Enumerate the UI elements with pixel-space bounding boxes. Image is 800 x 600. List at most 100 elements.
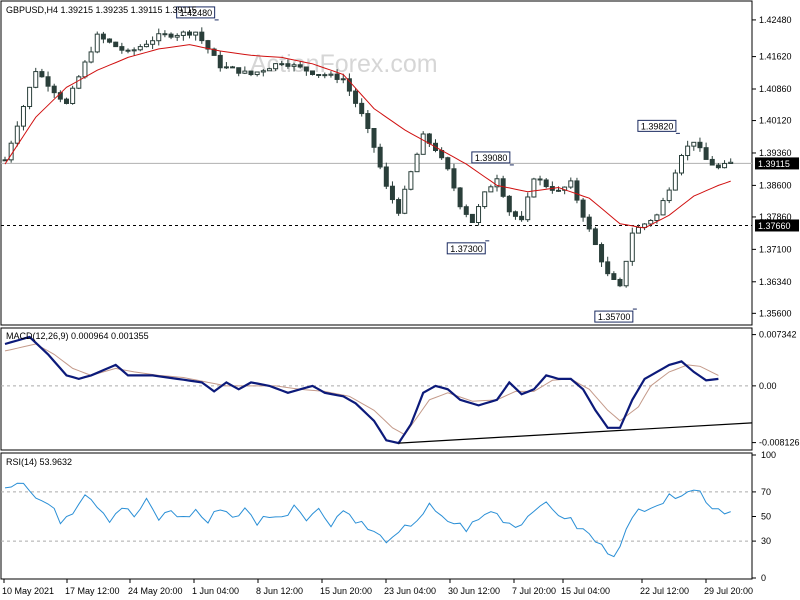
price-tag xyxy=(755,157,799,170)
candle-body xyxy=(254,71,260,76)
candle-body xyxy=(580,199,586,218)
candle-body xyxy=(556,189,561,192)
price-tag-label: 1.37660 xyxy=(758,221,791,231)
price-tick-label: 1.40860 xyxy=(759,84,792,94)
price-tick-label: 1.37100 xyxy=(759,244,792,254)
candle-body xyxy=(119,46,125,51)
candle-body xyxy=(383,166,389,187)
candle-body xyxy=(310,70,315,76)
candle-body xyxy=(156,33,162,42)
candle-body xyxy=(469,213,475,224)
candle-body xyxy=(180,31,186,36)
candle-body xyxy=(168,33,174,38)
price-tick-label: 1.35600 xyxy=(759,308,792,318)
moving-average-line xyxy=(4,44,731,229)
candle-body xyxy=(476,206,482,224)
candle-body xyxy=(236,67,242,74)
price-tick-label: 1.41620 xyxy=(759,52,792,62)
candle-body xyxy=(506,195,512,213)
candle-body xyxy=(242,70,248,74)
price-panel-title: GBPUSD,H4 1.39215 1.39235 1.39115 1.3911… xyxy=(6,5,197,15)
candle-body xyxy=(697,141,703,149)
macd-axis: 0.007342 0.00 -0.008126 xyxy=(752,330,800,448)
candle-body xyxy=(709,158,715,166)
candle-body xyxy=(402,188,408,214)
candle-body xyxy=(211,48,217,56)
candle-body xyxy=(131,49,137,52)
candle-body xyxy=(648,219,654,225)
candle-body xyxy=(605,261,611,275)
candle-body xyxy=(193,31,199,36)
candle-body xyxy=(592,228,598,246)
candle-body xyxy=(334,73,340,80)
candle-body xyxy=(635,226,641,234)
macd-signal-line xyxy=(4,343,719,436)
candle-body xyxy=(125,49,131,52)
candle-body xyxy=(150,40,156,45)
candle-body xyxy=(525,196,531,221)
candle-body xyxy=(100,33,106,40)
annotation-label: 1.39820 xyxy=(641,121,674,131)
time-tick-label: 1 Jun 04:00 xyxy=(192,586,239,596)
candle-body xyxy=(137,46,143,51)
candle-body xyxy=(113,41,119,48)
time-tick-label: 15 Jun 20:00 xyxy=(320,586,372,596)
candle-body xyxy=(457,187,463,208)
candle-body xyxy=(722,162,728,169)
annotation-box xyxy=(446,242,486,255)
candle-body xyxy=(408,171,414,190)
rsi-axis: 100 70 50 30 0 xyxy=(752,450,776,583)
candle-body xyxy=(679,155,684,174)
candle-body xyxy=(285,63,291,67)
annotation-label: 1.39080 xyxy=(475,153,508,163)
candle-body xyxy=(353,90,359,104)
candle-body xyxy=(426,133,432,144)
candle-body xyxy=(445,157,451,170)
candle-body xyxy=(488,186,494,193)
rsi-panel-frame xyxy=(0,452,753,580)
candle-body xyxy=(45,76,51,87)
candle-body xyxy=(574,180,580,201)
rsi-line xyxy=(4,482,731,558)
candle-body xyxy=(586,216,592,230)
candle-body xyxy=(273,63,279,70)
candle-body xyxy=(76,76,82,89)
time-tick-label: 30 Jun 12:00 xyxy=(448,586,500,596)
watermark: ActionForex.com xyxy=(250,50,438,78)
candle-body xyxy=(537,178,543,181)
time-tick-label: 29 Jul 20:00 xyxy=(704,586,753,596)
candle-body xyxy=(629,232,635,262)
candle-body xyxy=(672,172,678,191)
candle-body xyxy=(70,87,76,104)
candle-body xyxy=(543,179,549,188)
macd-trendline xyxy=(398,422,753,444)
candle-body xyxy=(685,145,691,157)
candle-body xyxy=(451,168,457,189)
candle-body xyxy=(617,278,623,287)
candle-body xyxy=(328,73,334,76)
candle-body xyxy=(27,86,33,108)
candle-body xyxy=(94,33,100,53)
candle-body xyxy=(396,199,402,214)
price-grid xyxy=(1,162,752,226)
rsi-tick-label: 0 xyxy=(761,573,766,583)
candle-body xyxy=(266,68,272,72)
price-axis: 1.42480 1.41620 1.40860 1.40120 1.39360 1.386… xyxy=(752,15,799,318)
candle-body xyxy=(279,63,285,66)
annotation-label: 1.42480 xyxy=(180,8,213,18)
candle-body xyxy=(82,61,88,78)
candle-body xyxy=(371,128,377,148)
candle-body xyxy=(654,214,660,221)
candle-body xyxy=(230,66,236,69)
rsi-tick-label: 70 xyxy=(761,487,771,497)
candle-body xyxy=(223,66,229,69)
candle-body xyxy=(303,66,309,72)
candle-body xyxy=(39,71,45,78)
macd-panel: MACD(12,26,9) 0.000964 0.001355 xyxy=(0,327,753,451)
annotation-label: 1.35700 xyxy=(598,312,631,322)
candle-body xyxy=(728,161,734,164)
candle-body xyxy=(623,260,629,287)
candle-body xyxy=(611,273,617,280)
candle-body xyxy=(494,178,500,188)
